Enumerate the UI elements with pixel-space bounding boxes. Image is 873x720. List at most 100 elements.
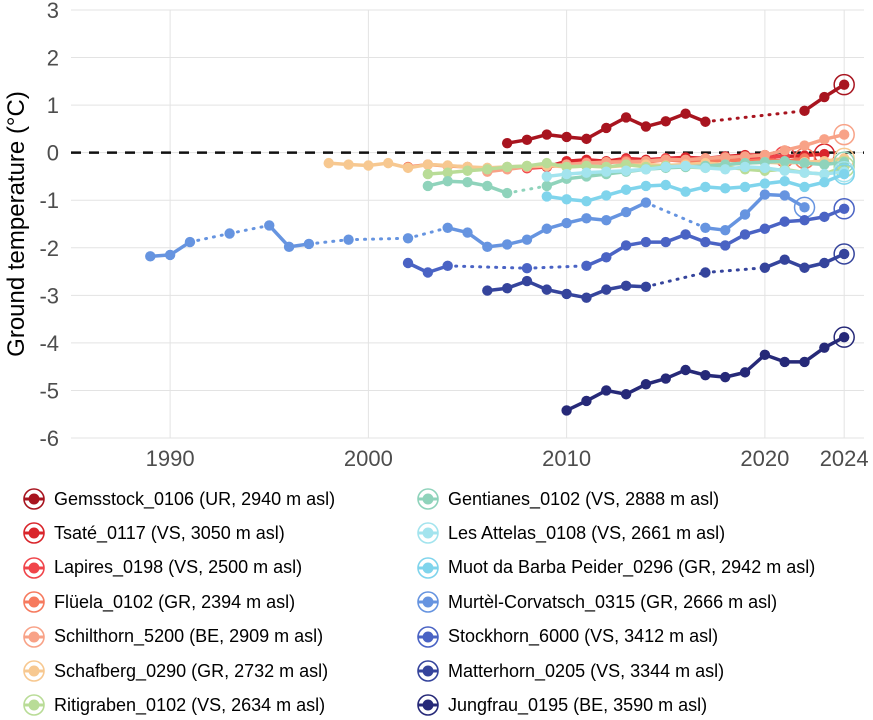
data-point [501,283,513,294]
series-gap-line [644,271,707,289]
legend-symbol-icon [417,625,439,648]
legend-symbol-icon [417,591,439,613]
data-point [720,240,731,251]
data-point [402,162,414,174]
data-point [759,162,771,174]
data-point [581,260,592,272]
data-point [561,405,572,416]
data-point [442,222,453,234]
data-point [601,214,612,226]
data-point [442,160,453,171]
data-point [819,257,830,269]
data-point [422,168,434,180]
x-tick-label: 2010 [542,446,591,471]
data-point [422,267,434,278]
data-point [680,108,691,119]
data-point [482,285,493,296]
data-point [620,240,632,251]
data-point [224,228,235,239]
data-point [482,180,493,192]
data-point [462,165,473,176]
data-point [501,187,513,199]
data-point [759,223,771,234]
legend-item: Gemsstock_0106 (UR, 2940 m asl) [22,484,335,514]
data-point [640,236,652,248]
data-point [521,134,533,146]
legend-item: Stockhorn_6000 (VS, 3412 m asl) [416,622,718,652]
legend-item: Schilthorn_5200 (BE, 2909 m asl) [22,622,323,652]
data-point [541,129,552,140]
data-point [739,229,751,240]
data-point [482,164,493,175]
data-point [680,229,691,240]
data-point [779,190,790,201]
legend-symbol-icon [23,556,45,579]
legend-symbol-icon [23,522,45,545]
legend-symbol-icon [23,625,45,648]
legend-item: Ritigraben_0102 (VS, 2634 m asl) [22,690,325,720]
data-point [561,131,572,143]
latest-value-ring [833,326,855,348]
data-point [720,183,731,194]
data-point [620,184,632,195]
legend-item: Les Attelas_0108 (VS, 2661 m asl) [416,518,725,548]
data-point [720,224,731,236]
data-point [581,167,592,178]
data-point [819,342,830,353]
data-point [799,356,810,368]
data-point [720,152,731,163]
legend-symbol-icon [417,556,439,579]
legend-symbol-icon [417,694,439,717]
data-point [799,157,810,169]
series-gap-line [307,238,351,246]
latest-value-ring [833,163,855,185]
x-tick-label: 1990 [146,446,195,471]
data-point [442,260,453,272]
data-point [739,161,751,173]
data-point [680,186,691,197]
latest-value-ring [833,243,855,265]
data-point [561,168,572,180]
data-point [264,220,275,231]
data-point [501,161,513,173]
data-point [799,214,810,226]
data-point [620,112,632,123]
data-point [660,236,671,248]
data-point [422,159,434,170]
data-point [680,364,691,376]
data-point [779,156,790,167]
data-point [819,176,830,188]
data-point [779,216,790,227]
data-point [739,181,751,193]
y-tick-label: 2 [47,46,59,71]
data-point [838,79,850,90]
data-point [819,168,830,180]
legend-label: Jungfrau_0195 (BE, 3590 m asl) [448,694,708,715]
data-point [779,176,790,187]
data-point [601,190,612,201]
data-point [184,236,196,248]
data-point [521,234,533,245]
data-point [799,181,810,193]
data-point [680,160,691,172]
data-point [541,180,552,192]
legend-label: Tsaté_0117 (VS, 3050 m asl) [54,522,285,543]
data-point [838,248,850,260]
data-point [838,129,850,140]
data-point [343,159,354,170]
series-10 [145,189,816,262]
data-point [640,180,652,192]
data-point [660,116,671,127]
data-point [620,206,632,218]
data-point [145,251,156,262]
legend-item: Gentianes_0102 (VS, 2888 m asl) [416,484,719,514]
data-point [402,257,414,269]
data-point [541,223,552,234]
data-point [799,140,810,151]
data-point [720,164,731,175]
series-gap-line [703,266,767,275]
series-13 [561,326,855,416]
data-point [541,157,552,169]
legend: Gemsstock_0106 (UR, 2940 m asl) Tsaté_011… [0,478,873,720]
data-point [601,122,612,134]
